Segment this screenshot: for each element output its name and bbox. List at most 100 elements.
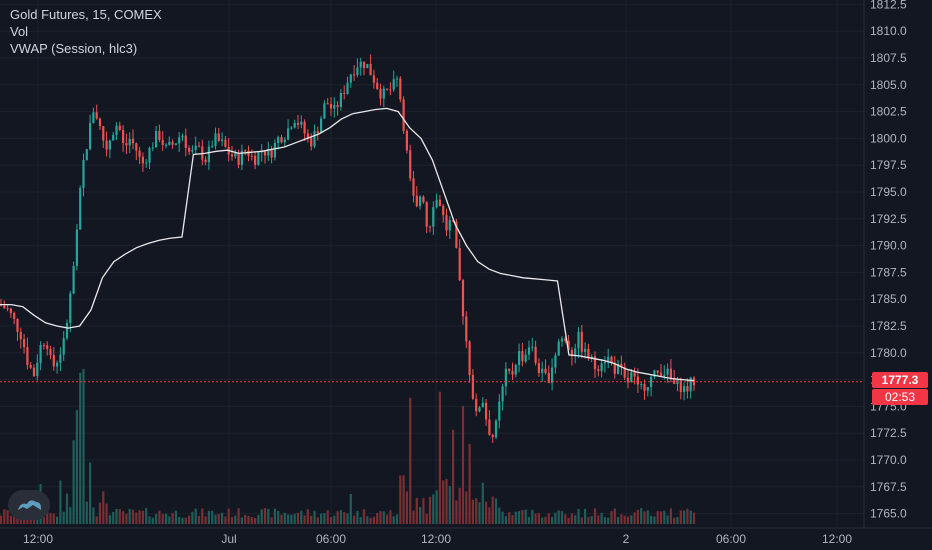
volume-bar [59, 480, 62, 524]
tradingview-logo[interactable] [8, 490, 50, 520]
vwap-line [0, 107, 695, 382]
volume-bar [481, 482, 484, 524]
volume-bar [514, 511, 517, 524]
candle-body [52, 354, 55, 367]
volume-bar [247, 515, 250, 524]
candle-body [438, 199, 441, 206]
candle-body [577, 331, 580, 349]
bar-countdown: 02:53 [872, 389, 928, 405]
volume-bar [560, 511, 564, 524]
volume-bar [419, 507, 422, 524]
candle-body [435, 199, 438, 208]
price-tick-label: 1790.0 [870, 239, 907, 253]
candle-body [234, 153, 237, 157]
volume-bar [13, 513, 16, 524]
volume-bar [194, 508, 197, 524]
volume-bar [435, 490, 438, 524]
volume-bar [412, 510, 415, 524]
price-tick-label: 1785.0 [870, 292, 907, 306]
candle-body [633, 372, 636, 377]
candle-body [544, 368, 547, 374]
volume-bar [511, 515, 514, 524]
candle-body [161, 139, 164, 145]
candle-body [392, 79, 395, 90]
legend-volume[interactable]: Vol [10, 24, 29, 39]
candle-body [323, 103, 326, 119]
volume-bar [122, 511, 125, 524]
volume-bar [98, 502, 102, 524]
volume-bar [692, 512, 696, 524]
volume-bar [666, 515, 669, 524]
volume-bar [455, 500, 458, 524]
candle-body [600, 363, 603, 372]
candle-body [214, 133, 217, 147]
candle-body [320, 118, 323, 134]
price-tick-label: 1795.0 [870, 185, 907, 199]
volume-bar [191, 511, 194, 524]
candle-body [72, 265, 75, 294]
volume-bar [395, 514, 399, 524]
legend-vwap[interactable]: VWAP (Session, hlc3) [10, 41, 138, 56]
volume-bar [442, 480, 445, 524]
time-axis[interactable]: 12:00 Jul 06:00 12:00 2 06:00 12:00 [23, 532, 852, 546]
volume-bar [145, 508, 148, 524]
candle-body [59, 354, 62, 363]
volume-bar [69, 507, 72, 524]
candle-body [353, 74, 356, 76]
volume-bar [597, 515, 600, 524]
volume-bar [683, 510, 686, 524]
volume-bar [141, 510, 144, 524]
volume-bar [161, 514, 164, 524]
legend-symbol[interactable]: Gold Futures, 15, COMEX [10, 7, 162, 22]
candle-body [16, 318, 19, 332]
candle-body [303, 121, 306, 134]
candle-body [524, 354, 527, 362]
candle-body [607, 356, 610, 363]
candle-body [287, 128, 290, 140]
candle-body [534, 346, 537, 364]
candle-body [128, 138, 131, 146]
volume-bar [224, 516, 227, 524]
candle-body [382, 88, 385, 99]
candle-body [399, 78, 402, 100]
volume-bar [82, 369, 85, 524]
volume-bar [105, 503, 108, 524]
candle-body [366, 63, 369, 69]
candle-body [329, 103, 333, 109]
candle-body [422, 196, 425, 203]
candle-body [23, 339, 26, 348]
candle-body [630, 372, 633, 383]
time-tick-label: 06:00 [716, 532, 746, 546]
candle-body [369, 63, 372, 76]
candle-body [85, 149, 88, 160]
candle-body [105, 140, 108, 150]
volume-bar [151, 517, 154, 524]
candle-body [518, 351, 521, 366]
candle-body [554, 355, 557, 368]
candle-body [204, 159, 207, 163]
candle-body [125, 143, 128, 146]
volume-bar [527, 517, 531, 524]
volume-bar [640, 508, 643, 524]
volume-bar [89, 462, 92, 524]
candle-body [666, 368, 669, 375]
volume-bar [217, 514, 220, 524]
volume-bars [0, 369, 696, 524]
candle-body [428, 226, 432, 228]
volume-bar [534, 513, 537, 524]
candle-body [485, 402, 488, 420]
cloud-icon [18, 500, 41, 510]
candle-body [409, 150, 412, 179]
candle-body [247, 150, 250, 156]
candle-body [620, 364, 623, 368]
volume-bar [244, 514, 247, 524]
candle-body [362, 61, 366, 69]
volume-bar [125, 513, 128, 524]
volume-bar [541, 517, 544, 524]
volume-bar [656, 511, 659, 524]
volume-bar [234, 515, 237, 524]
time-tick-label: 06:00 [316, 532, 346, 546]
volume-bar [650, 515, 653, 524]
